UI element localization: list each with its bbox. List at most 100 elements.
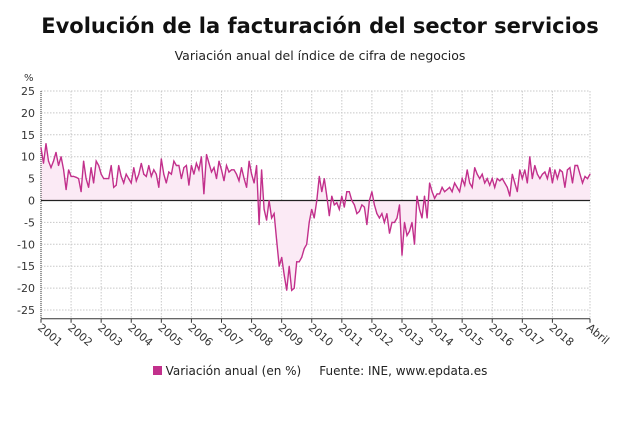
data-point <box>454 182 456 184</box>
data-point <box>60 156 62 158</box>
data-point <box>223 180 225 182</box>
data-point <box>383 221 385 223</box>
data-point <box>253 182 255 184</box>
data-point <box>173 160 175 162</box>
data-point <box>83 160 85 162</box>
data-point <box>303 248 305 250</box>
data-point <box>125 173 127 175</box>
data-point <box>233 169 235 171</box>
data-point <box>559 169 561 171</box>
source-text: Fuente: INE, www.epdata.es <box>319 364 488 378</box>
data-point <box>235 173 238 175</box>
data-point <box>398 204 401 206</box>
data-point <box>93 182 95 184</box>
data-point <box>243 178 245 180</box>
data-point <box>413 243 416 245</box>
data-point <box>168 171 170 173</box>
data-point <box>491 178 493 180</box>
data-point <box>408 230 411 232</box>
chart-title: Evolución de la facturación del sector s… <box>41 14 599 38</box>
data-point <box>584 175 586 177</box>
data-point <box>338 208 340 210</box>
data-point <box>278 265 280 267</box>
x-tick-label: 2004 <box>125 321 155 349</box>
data-point <box>218 160 220 162</box>
data-point <box>318 175 320 177</box>
data-point <box>516 191 518 193</box>
data-point <box>213 167 215 169</box>
x-tick-label: 2003 <box>95 321 125 349</box>
data-point <box>120 175 122 177</box>
data-point <box>368 199 370 202</box>
data-point <box>549 167 551 169</box>
data-point <box>140 162 142 164</box>
data-point <box>153 169 155 171</box>
data-point <box>484 182 486 184</box>
data-point <box>220 169 223 171</box>
data-point <box>163 173 165 175</box>
data-point <box>155 173 157 175</box>
data-point <box>311 208 313 210</box>
data-point <box>499 180 501 182</box>
data-point <box>203 193 205 195</box>
x-tick-label: 2006 <box>185 321 215 349</box>
data-point <box>52 160 55 162</box>
data-point <box>363 206 365 208</box>
data-point <box>45 143 47 145</box>
data-point <box>296 261 298 263</box>
x-tick-label: 2009 <box>276 321 306 349</box>
data-point <box>504 182 506 184</box>
data-point <box>461 178 463 180</box>
data-point <box>343 206 345 208</box>
data-point <box>401 254 403 256</box>
data-point <box>439 193 441 195</box>
data-point <box>123 182 125 184</box>
data-point <box>321 191 323 193</box>
data-point <box>479 178 481 180</box>
y-tick-label: -20 <box>17 282 35 295</box>
data-point <box>90 167 92 169</box>
data-point <box>195 162 197 164</box>
data-point <box>258 224 260 226</box>
data-point <box>306 243 308 245</box>
data-point <box>230 169 233 171</box>
data-point <box>73 175 75 177</box>
data-point <box>263 208 265 210</box>
data-point <box>180 178 182 180</box>
data-point <box>208 162 210 164</box>
data-point <box>133 167 135 169</box>
data-point <box>148 164 150 167</box>
y-tick-label: 0 <box>28 195 35 208</box>
data-point <box>581 182 584 184</box>
data-point <box>564 186 566 188</box>
x-tick-label: 2015 <box>456 321 486 349</box>
data-point <box>188 184 190 186</box>
data-point <box>42 162 45 164</box>
data-point <box>336 202 338 204</box>
data-point <box>205 153 208 156</box>
data-point <box>373 204 375 206</box>
data-point <box>200 156 202 158</box>
data-point <box>501 178 503 180</box>
data-point <box>391 221 393 223</box>
data-point <box>476 173 478 175</box>
data-point <box>406 234 408 237</box>
chart-subtitle: Variación anual del índice de cifra de n… <box>174 48 466 63</box>
data-point <box>446 189 448 191</box>
data-point <box>509 195 511 197</box>
data-point <box>110 164 112 167</box>
x-tick-label: 2008 <box>246 321 276 349</box>
data-point <box>70 175 72 177</box>
data-point <box>506 186 508 188</box>
data-point <box>331 195 333 197</box>
data-point <box>271 217 273 219</box>
data-point <box>78 178 80 180</box>
data-point <box>286 289 288 291</box>
x-tick-label: 2016 <box>486 321 516 349</box>
data-point <box>75 176 77 178</box>
data-point <box>511 173 513 175</box>
data-point <box>451 191 453 193</box>
x-tick-label: 2007 <box>216 321 246 349</box>
data-point <box>333 204 335 206</box>
